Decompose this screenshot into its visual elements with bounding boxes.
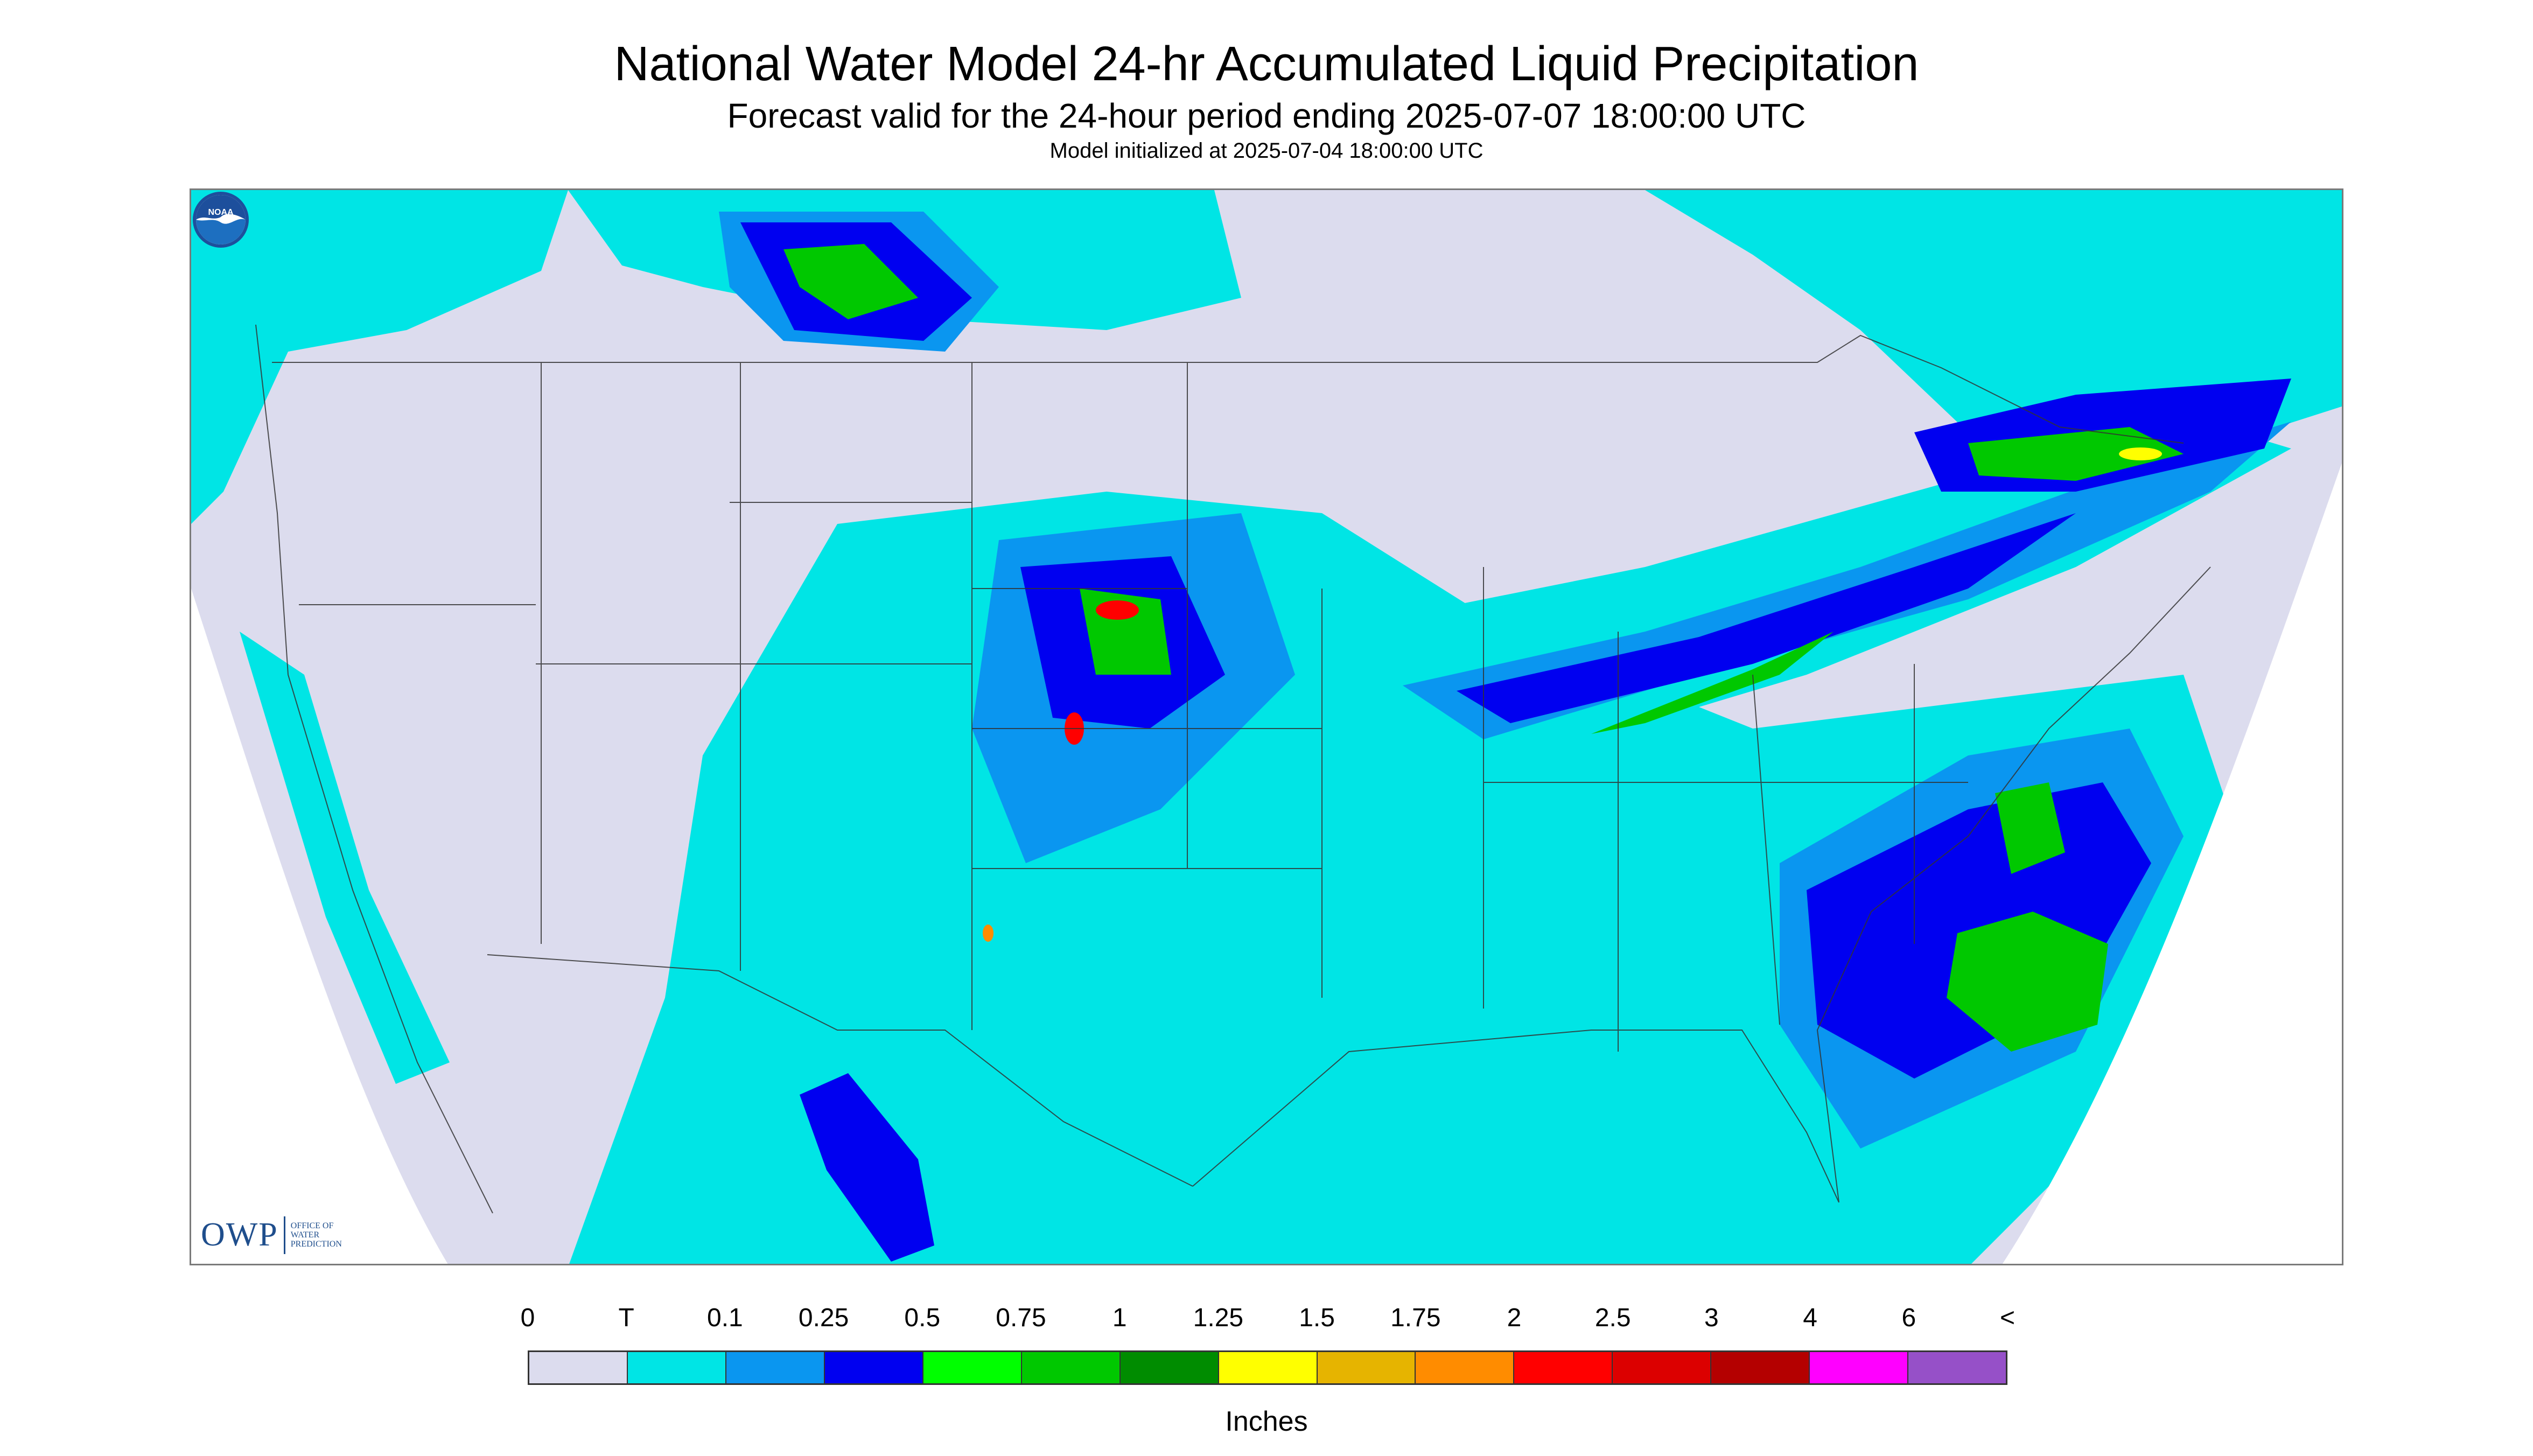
- peak-quebec: [2119, 447, 2162, 460]
- legend-swatch-9: [1416, 1352, 1515, 1383]
- legend-label-10: 2: [1507, 1304, 1522, 1332]
- legend-swatch-12: [1711, 1352, 1810, 1383]
- state-lines-east: [1483, 567, 1968, 1052]
- legend-label-6: 1: [1112, 1304, 1127, 1332]
- legend-label-7: 1.25: [1193, 1304, 1244, 1332]
- legend-swatch-13: [1810, 1352, 1909, 1383]
- trace-area-west-coast: [240, 632, 450, 1084]
- peak-new-mexico: [983, 925, 993, 942]
- legend-swatch-14: [1908, 1352, 2006, 1383]
- legend-label-8: 1.5: [1299, 1304, 1335, 1332]
- boundaries: [255, 324, 2211, 1214]
- border-us-canada: [272, 334, 2184, 444]
- legend-label-13: 4: [1803, 1304, 1817, 1332]
- precip-field: [191, 190, 2342, 1264]
- band-0.5-atlantic: [1947, 912, 2108, 1052]
- map-canvas: [191, 190, 2342, 1264]
- state-lines-central: [972, 362, 1323, 998]
- legend-swatch-4: [923, 1352, 1022, 1383]
- legend-label-5: 0.75: [996, 1304, 1046, 1332]
- trace-area-northwest: [191, 190, 568, 524]
- legend-swatch-11: [1613, 1352, 1712, 1383]
- legend-label-12: 3: [1704, 1304, 1719, 1332]
- owp-logo-divider: [283, 1216, 285, 1254]
- legend-labels: 0 T 0.1 0.25 0.5 0.75 1 1.25 1.5 1.75 2 2.5 3 4 6 <: [0, 1303, 2533, 1335]
- legend-label-4: 0.5: [904, 1304, 941, 1332]
- band-0.25-lakes: [1457, 513, 2076, 723]
- legend-swatch-3: [824, 1352, 923, 1383]
- legend-units-label: Inches: [1225, 1406, 1308, 1437]
- legend-label-1: T: [618, 1304, 634, 1332]
- legend-label-14: 6: [1901, 1304, 1916, 1332]
- legend-label-0: 0: [520, 1304, 535, 1332]
- legend-label-2: 0.1: [707, 1304, 743, 1332]
- legend-swatch-5: [1021, 1352, 1121, 1383]
- peak-dakota: [1096, 600, 1139, 620]
- coast-pacific: [255, 324, 493, 1214]
- model-init-line: Model initialized at 2025-07-04 18:00:00…: [1049, 139, 1484, 163]
- band-0.5-carolina: [1995, 782, 2065, 874]
- band-0.5-quebec: [1968, 427, 2184, 481]
- noaa-logo-text: NOAA: [208, 208, 234, 217]
- state-lines-west: [299, 362, 972, 1030]
- legend-swatch-10: [1514, 1352, 1613, 1383]
- no-data-left: [191, 589, 448, 1264]
- precipitation-map: OWP OFFICE OF WATER PREDICTION NOAA: [190, 188, 2343, 1265]
- legend-swatch-6: [1120, 1352, 1219, 1383]
- map-subtitle: Forecast valid for the 24-hour period en…: [727, 96, 1806, 135]
- noaa-logo-icon: NOAA: [193, 192, 249, 248]
- legend-label-9: 1.75: [1390, 1304, 1441, 1332]
- legend-label-11: 2.5: [1594, 1304, 1631, 1332]
- owp-logo: OWP OFFICE OF WATER PREDICTION: [201, 1216, 342, 1254]
- border-us-mexico: [487, 954, 1193, 1187]
- coast-atlantic: [1816, 566, 2211, 1203]
- legend-swatch-0: [529, 1352, 628, 1383]
- legend-label-3: 0.25: [798, 1304, 849, 1332]
- owp-logo-mark: OWP: [201, 1216, 278, 1253]
- legend-swatch-7: [1219, 1352, 1318, 1383]
- band-0.5-montana: [783, 244, 918, 319]
- legend-label-15: <: [1999, 1304, 2016, 1332]
- coast-gulf: [1192, 1030, 1839, 1203]
- owp-logo-text: OFFICE OF WATER PREDICTION: [290, 1221, 342, 1249]
- no-data-right: [2002, 463, 2342, 1264]
- legend-swatch-2: [726, 1352, 825, 1383]
- legend-swatch-8: [1317, 1352, 1416, 1383]
- legend-swatch-1: [627, 1352, 726, 1383]
- legend-colorbar: [528, 1350, 2007, 1385]
- band-0.25-mexico: [800, 1073, 934, 1262]
- map-title: National Water Model 24-hr Accumulated L…: [614, 37, 1919, 91]
